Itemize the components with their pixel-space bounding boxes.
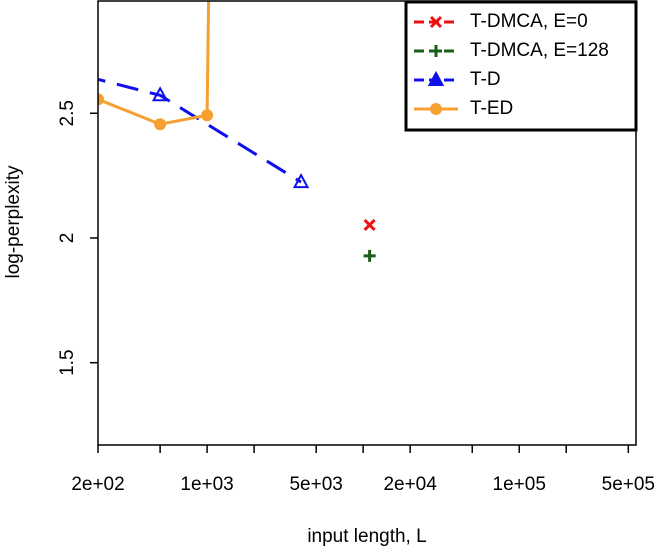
y-tick-label: 2.5 xyxy=(57,100,78,126)
x-axis-label: input length, L xyxy=(307,526,426,547)
marker xyxy=(98,93,104,106)
series-line xyxy=(98,1,211,126)
marker xyxy=(363,218,376,232)
marker xyxy=(201,109,214,122)
legend-label: T-DMCA, E=0 xyxy=(470,11,588,32)
x-tick-label: 1e+03 xyxy=(180,474,233,495)
x-tick-label: 2e+02 xyxy=(71,474,124,495)
x-tick-label: 1e+05 xyxy=(493,474,546,495)
y-axis-label: log-perplexity xyxy=(3,165,24,278)
marker xyxy=(292,172,310,189)
plot-frame xyxy=(97,0,637,446)
marker xyxy=(430,45,442,57)
x-tick-label: 5e+03 xyxy=(289,474,342,495)
marker xyxy=(151,86,169,102)
series-line xyxy=(98,77,302,184)
marker xyxy=(154,118,167,131)
marker xyxy=(429,15,443,29)
marker xyxy=(45,60,58,72)
y-tick-label: 2 xyxy=(57,233,78,244)
x-tick-label: 2e+04 xyxy=(383,474,437,495)
legend-label: T-D xyxy=(470,69,501,90)
legend-label: T-ED xyxy=(470,98,513,119)
y-tick-label: 1.5 xyxy=(57,349,78,375)
legend-label: T-DMCA, E=128 xyxy=(470,40,609,61)
x-tick-label: 5e+05 xyxy=(602,474,654,495)
marker xyxy=(363,249,376,262)
marker xyxy=(427,70,445,86)
marker xyxy=(430,103,442,115)
